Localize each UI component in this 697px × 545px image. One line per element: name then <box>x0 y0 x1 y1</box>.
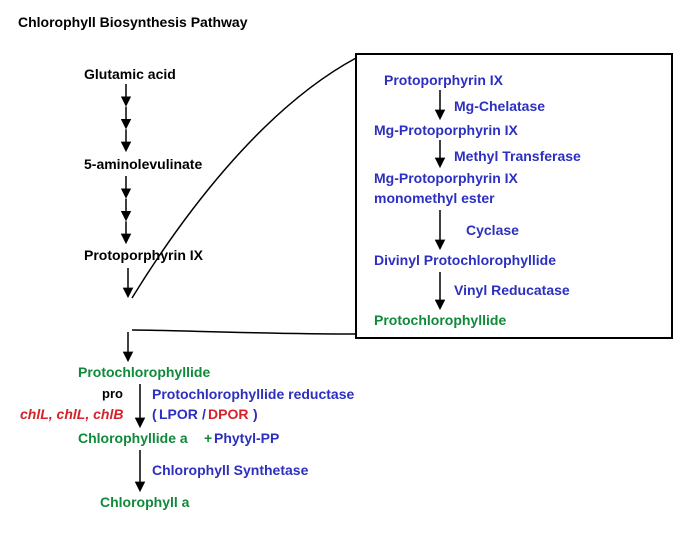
diagram-stage: Chlorophyll Biosynthesis Pathway Glutamic… <box>0 0 697 545</box>
label-lpor_slash: / <box>202 406 206 422</box>
label-chl_a: Chlorophyll a <box>100 494 189 510</box>
label-lpor_close: ) <box>253 406 258 422</box>
label-r_mgchel: Mg-Chelatase <box>454 98 545 114</box>
label-r_cyclase: Cyclase <box>466 222 519 238</box>
label-r_divinyl: Divinyl Protochlorophyllide <box>374 252 556 268</box>
label-protoporph: Protoporphyrin IX <box>84 247 203 263</box>
label-pcr: Protochlorophyllide reductase <box>152 386 354 402</box>
label-glutamic_acid: Glutamic acid <box>84 66 176 82</box>
label-proto_chlphd: Protochlorophyllide <box>78 364 210 380</box>
label-r_prochd: Protochlorophyllide <box>374 312 506 328</box>
connector-c_bot <box>132 330 356 334</box>
label-title: Chlorophyll Biosynthesis Pathway <box>18 14 248 30</box>
label-pro: pro <box>102 386 123 401</box>
label-r_pix: Protoporphyrin IX <box>384 72 503 88</box>
label-chl_synth: Chlorophyll Synthetase <box>152 462 308 478</box>
label-genes: chlL, chlL, chlB <box>20 406 123 422</box>
label-phytyl: Phytyl-PP <box>214 430 279 446</box>
label-chlphd_a: Chlorophyllide a <box>78 430 188 446</box>
label-lpor: LPOR <box>159 406 198 422</box>
label-r_vinylred: Vinyl Reducatase <box>454 282 570 298</box>
label-r_mgpix2: Mg-Protoporphyrin IX <box>374 170 518 186</box>
label-aminolev: 5-aminolevulinate <box>84 156 202 172</box>
label-dpor: DPOR <box>208 406 248 422</box>
label-lpor_open: ( <box>152 406 157 422</box>
label-r_metrans: Methyl Transferase <box>454 148 581 164</box>
label-r_mono: monomethyl ester <box>374 190 495 206</box>
label-r_mgpix: Mg-Protoporphyrin IX <box>374 122 518 138</box>
label-plus: + <box>204 430 212 446</box>
